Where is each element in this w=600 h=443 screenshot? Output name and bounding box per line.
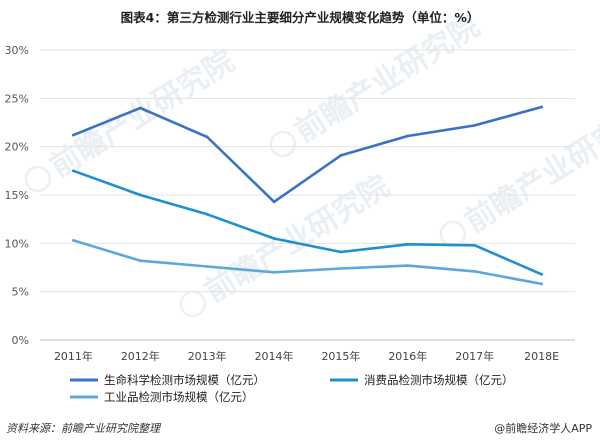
data-point (339, 250, 343, 254)
legend-label: 消费品检测市场规模（亿元） (364, 373, 514, 387)
data-point (406, 134, 410, 138)
data-point (272, 200, 276, 204)
y-tick-label: 10% (5, 237, 29, 250)
watermark-text: 前瞻产业研究院 (199, 169, 396, 310)
data-point (138, 259, 142, 263)
legend: 生命科学检测市场规模（亿元） 消费品检测市场规模（亿元） 工业品检测市场规模（亿元） (70, 373, 514, 404)
data-point (339, 267, 343, 270)
x-tick-label: 2015年 (321, 349, 360, 363)
data-point (72, 133, 75, 137)
x-axis: 2011年 2012年 2013年 2014年 2015年 2016年 2017年 2018E (54, 349, 559, 363)
data-point (473, 269, 477, 273)
x-tick-label: 2018E (524, 350, 559, 363)
watermark-2: 前瞻产业研究院 (439, 99, 600, 248)
legend-item-0: 生命科学检测市场规模（亿元） (70, 373, 265, 387)
chart-title: 图表4：第三方检测行业主要细分产业规模变化趋势（单位：%） (121, 10, 480, 25)
grid-lines (40, 49, 575, 341)
legend-label: 生命科学检测市场规模（亿元） (104, 373, 265, 387)
data-point (72, 169, 75, 173)
data-point (205, 135, 209, 139)
legend-item-1: 消费品检测市场规模（亿元） (330, 373, 514, 387)
watermark-logo-icon (179, 290, 207, 318)
watermark-0: 前瞻产业研究院 (24, 44, 241, 193)
data-point (272, 237, 276, 240)
watermark-logo-icon (269, 130, 297, 158)
data-point (339, 153, 343, 157)
data-point (473, 124, 477, 127)
data-point (272, 270, 276, 274)
y-tick-label: 20% (5, 141, 29, 154)
series-line-0 (72, 105, 543, 204)
data-point (138, 106, 142, 110)
legend-label: 工业品检测市场规模（亿元） (104, 390, 254, 404)
x-tick-label: 2013年 (188, 349, 227, 363)
watermark-text: 前瞻产业研究院 (459, 99, 600, 240)
x-tick-label: 2014年 (255, 349, 294, 363)
watermark-1: 前瞻产业研究院 (269, 9, 486, 158)
data-point (138, 193, 142, 197)
y-tick-label: 15% (5, 189, 29, 202)
x-tick-label: 2012年 (121, 349, 160, 363)
data-point (540, 105, 543, 109)
y-tick-label: 5% (12, 286, 29, 299)
source-note: 资料来源：前瞻产业研究院整理 (6, 422, 160, 435)
data-point (205, 212, 209, 216)
series-line-2 (72, 239, 543, 286)
watermark-3: 前瞻产业研究院 (179, 169, 396, 318)
data-point (473, 243, 477, 247)
y-tick-label: 30% (5, 44, 29, 57)
x-tick-label: 2016年 (388, 349, 427, 363)
data-point (540, 282, 543, 286)
watermark-text: 前瞻产业研究院 (44, 44, 241, 185)
y-axis: 0% 5% 10% 15% 20% 25% 30% (5, 44, 29, 347)
y-tick-label: 25% (5, 92, 29, 105)
watermark-logo-icon (24, 165, 52, 193)
brand-credit: @前瞻经济学人APP (494, 422, 592, 435)
legend-item-2: 工业品检测市场规模（亿元） (70, 390, 254, 404)
data-point (72, 239, 75, 242)
series-line-1 (72, 169, 543, 276)
x-tick-label: 2011年 (54, 349, 93, 363)
y-tick-label: 0% (12, 334, 29, 347)
series-lines (72, 105, 543, 286)
data-point (406, 264, 410, 267)
data-point (205, 265, 209, 268)
data-point (406, 242, 410, 246)
x-tick-label: 2017年 (455, 349, 494, 363)
data-point (540, 272, 543, 276)
